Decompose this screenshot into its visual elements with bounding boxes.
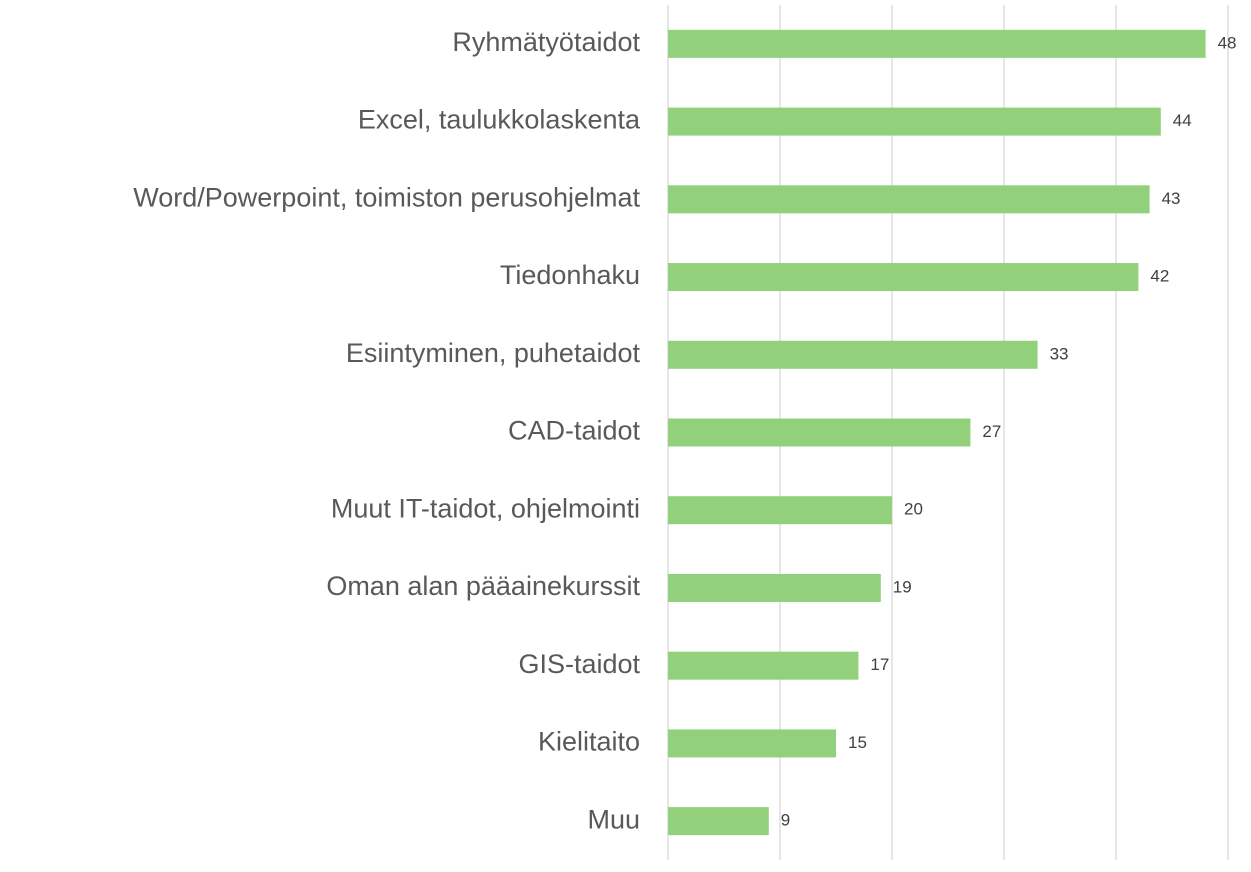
bar (668, 340, 1038, 369)
value-label: 33 (1050, 344, 1069, 363)
bar (668, 807, 769, 836)
category-label: Kielitaito (538, 727, 640, 757)
value-label: 17 (870, 655, 889, 674)
bar (668, 729, 836, 758)
category-label: GIS-taidot (518, 649, 640, 679)
category-label: Word/Powerpoint, toimiston perusohjelmat (133, 182, 640, 212)
value-label: 19 (893, 577, 912, 596)
category-label: Tiedonhaku (500, 260, 640, 290)
value-label: 43 (1162, 189, 1181, 208)
value-label: 9 (781, 811, 790, 830)
value-label: 27 (982, 422, 1001, 441)
value-label: 44 (1173, 111, 1192, 130)
value-label: 15 (848, 733, 867, 752)
bar (668, 418, 971, 447)
bar (668, 651, 859, 680)
category-label: CAD-taidot (508, 416, 641, 446)
value-label: 42 (1150, 267, 1169, 286)
bar (668, 573, 881, 602)
value-label: 48 (1218, 33, 1237, 52)
category-label: Oman alan pääainekurssit (326, 571, 640, 601)
bar (668, 29, 1206, 58)
bar (668, 107, 1161, 136)
category-label: Excel, taulukkolaskenta (358, 105, 641, 135)
value-label: 20 (904, 500, 923, 519)
bar (668, 496, 892, 525)
bar (668, 263, 1139, 292)
category-label: Muut IT-taidot, ohjelmointi (331, 493, 640, 523)
category-label: Muu (587, 804, 640, 834)
category-label: Esiintyminen, puhetaidot (346, 338, 641, 368)
bar (668, 185, 1150, 214)
category-label: Ryhmätyötaidot (452, 27, 640, 57)
